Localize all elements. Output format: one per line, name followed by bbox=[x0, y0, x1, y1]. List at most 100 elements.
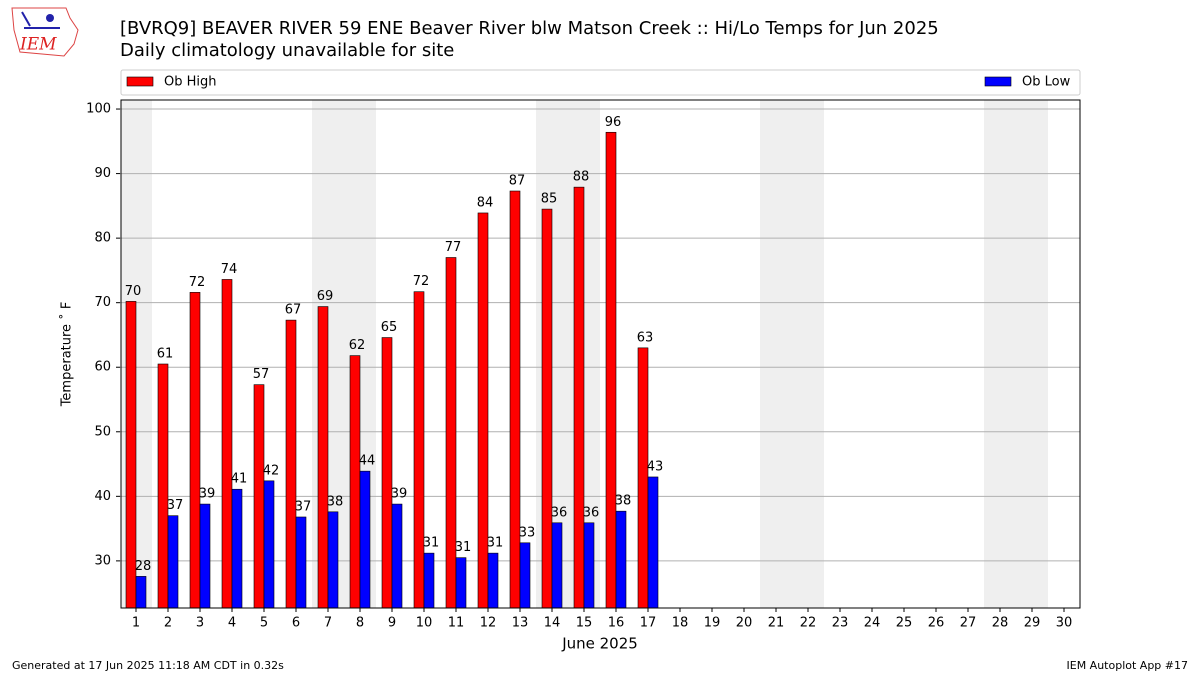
bar bbox=[295, 516, 307, 609]
x-tick-label: 23 bbox=[832, 616, 849, 631]
value-label: 74 bbox=[221, 262, 238, 277]
y-tick-label: 70 bbox=[94, 295, 111, 310]
footer-left: Generated at 17 Jun 2025 11:18 AM CDT in… bbox=[12, 659, 284, 672]
x-tick-label: 29 bbox=[1024, 616, 1041, 631]
x-tick-label: 30 bbox=[1056, 616, 1073, 631]
bar bbox=[285, 319, 297, 609]
x-tick-label: 8 bbox=[356, 616, 364, 631]
y-axis-label: Temperature ˚ F bbox=[59, 302, 75, 408]
chart-subtitle: Daily climatology unavailable for site bbox=[120, 40, 454, 61]
x-tick-label: 20 bbox=[736, 616, 753, 631]
bar bbox=[647, 476, 659, 609]
value-label: 69 bbox=[317, 289, 334, 304]
value-label: 38 bbox=[615, 494, 632, 509]
value-label: 72 bbox=[413, 274, 430, 289]
value-label: 42 bbox=[263, 463, 280, 478]
value-label: 96 bbox=[605, 115, 622, 130]
bar bbox=[359, 470, 371, 609]
bar bbox=[381, 337, 393, 609]
x-tick-label: 9 bbox=[388, 616, 396, 631]
y-tick-label: 100 bbox=[86, 102, 111, 117]
x-tick-label: 2 bbox=[164, 616, 172, 631]
x-tick-label: 13 bbox=[512, 616, 529, 631]
x-tick-label: 21 bbox=[768, 616, 785, 631]
bar bbox=[637, 347, 649, 609]
y-tick-label: 80 bbox=[94, 231, 111, 246]
bar bbox=[263, 480, 275, 609]
x-tick-label: 27 bbox=[960, 616, 977, 631]
y-tick-label: 90 bbox=[94, 166, 111, 181]
value-label: 37 bbox=[167, 498, 184, 513]
bar bbox=[391, 503, 403, 609]
bar bbox=[541, 208, 553, 609]
bar bbox=[487, 552, 499, 609]
x-tick-label: 6 bbox=[292, 616, 300, 631]
value-label: 31 bbox=[455, 540, 472, 555]
bar bbox=[445, 257, 457, 609]
value-label: 63 bbox=[637, 330, 654, 345]
x-tick-label: 7 bbox=[324, 616, 332, 631]
bar bbox=[519, 542, 531, 609]
value-label: 84 bbox=[477, 195, 494, 210]
bar bbox=[231, 488, 243, 609]
legend-label: Ob Low bbox=[1022, 75, 1071, 90]
y-tick-label: 30 bbox=[94, 553, 111, 568]
value-label: 87 bbox=[509, 174, 526, 189]
x-tick-label: 22 bbox=[800, 616, 817, 631]
bar bbox=[413, 291, 425, 609]
value-label: 62 bbox=[349, 338, 366, 353]
chart-title: [BVRQ9] BEAVER RIVER 59 ENE Beaver River… bbox=[120, 18, 939, 39]
value-label: 28 bbox=[135, 559, 152, 574]
value-label: 61 bbox=[157, 347, 174, 362]
x-tick-label: 17 bbox=[640, 616, 657, 631]
x-tick-label: 10 bbox=[416, 616, 433, 631]
y-tick-label: 50 bbox=[94, 424, 111, 439]
legend-label: Ob High bbox=[164, 75, 217, 90]
bar bbox=[573, 186, 585, 609]
value-label: 67 bbox=[285, 303, 302, 318]
plot-frame bbox=[120, 99, 1081, 609]
bar bbox=[199, 503, 211, 609]
value-label: 31 bbox=[423, 536, 440, 551]
value-label: 85 bbox=[541, 192, 558, 207]
bar bbox=[157, 363, 169, 609]
bar bbox=[583, 522, 595, 609]
value-label: 36 bbox=[551, 505, 568, 520]
bar bbox=[551, 522, 563, 609]
x-tick-label: 5 bbox=[260, 616, 268, 631]
value-label: 38 bbox=[327, 494, 344, 509]
x-axis-label: June 2025 bbox=[561, 635, 638, 653]
bar bbox=[317, 306, 329, 609]
bar bbox=[167, 515, 179, 609]
value-label: 70 bbox=[125, 284, 142, 299]
bar bbox=[423, 552, 435, 609]
legend-swatch bbox=[984, 76, 1012, 87]
value-label: 39 bbox=[391, 487, 408, 502]
bar bbox=[135, 576, 147, 609]
bar bbox=[327, 511, 339, 609]
value-label: 57 bbox=[253, 367, 270, 382]
x-tick-label: 15 bbox=[576, 616, 593, 631]
logo-text: IEM bbox=[19, 35, 57, 55]
x-tick-label: 25 bbox=[896, 616, 913, 631]
value-label: 77 bbox=[445, 240, 462, 255]
value-label: 31 bbox=[487, 536, 504, 551]
y-tick-label: 40 bbox=[94, 489, 111, 504]
bar bbox=[189, 292, 201, 609]
x-tick-label: 4 bbox=[228, 616, 236, 631]
x-tick-label: 1 bbox=[132, 616, 140, 631]
value-label: 72 bbox=[189, 275, 206, 290]
bar bbox=[221, 279, 233, 609]
x-tick-label: 19 bbox=[704, 616, 721, 631]
value-label: 33 bbox=[519, 525, 536, 540]
x-tick-label: 12 bbox=[480, 616, 497, 631]
value-label: 39 bbox=[199, 487, 216, 502]
x-tick-label: 16 bbox=[608, 616, 625, 631]
value-label: 43 bbox=[647, 459, 664, 474]
x-tick-label: 18 bbox=[672, 616, 689, 631]
bar bbox=[455, 557, 467, 609]
value-label: 44 bbox=[359, 454, 376, 469]
bar bbox=[509, 190, 521, 609]
x-tick-label: 28 bbox=[992, 616, 1009, 631]
